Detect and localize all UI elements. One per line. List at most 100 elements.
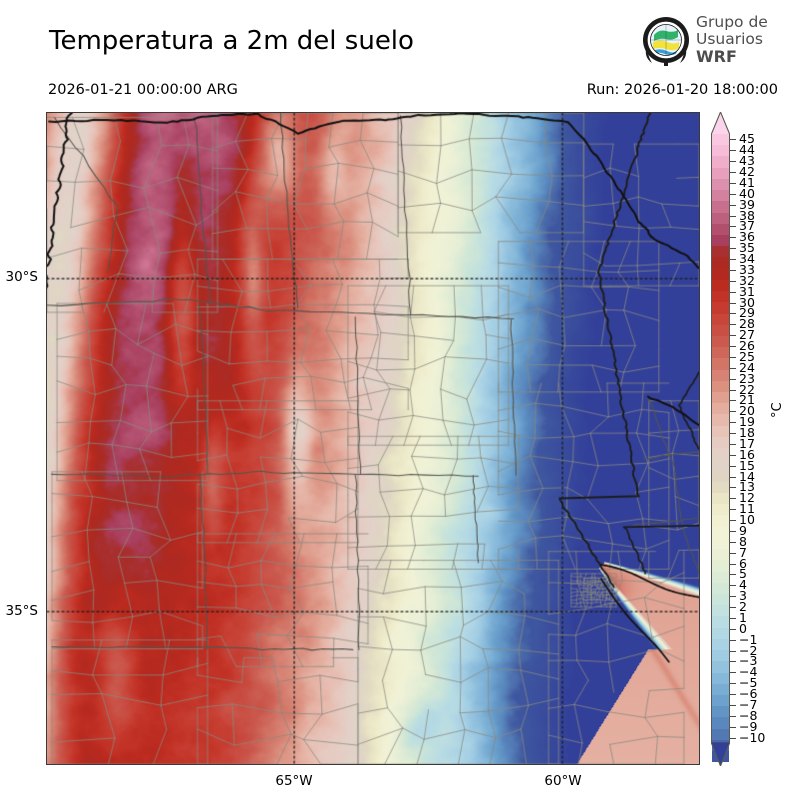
colorbar-segment (712, 526, 729, 538)
colorbar-tick (730, 617, 736, 619)
colorbar-tick-label: −9 (739, 718, 758, 734)
colorbar-tick (730, 487, 736, 489)
colorbar-tick-label: 30 (739, 294, 755, 310)
colorbar-tick (730, 563, 736, 565)
colorbar-tick-label: 14 (739, 468, 755, 484)
colorbar-tick-label: 33 (739, 261, 755, 277)
colorbar-tick (730, 530, 736, 532)
colorbar-segment (712, 380, 729, 393)
colorbar-tick-label: 11 (739, 500, 755, 516)
colorbar-segment (712, 335, 729, 348)
run-time-label: Run: 2026-01-20 18:00:00 (586, 82, 778, 98)
colorbar-tick (730, 193, 736, 195)
colorbar-tick (730, 335, 736, 337)
colorbar-tick-label: 3 (739, 587, 747, 603)
colorbar-segment (712, 694, 729, 707)
colorbar-tick-label: 7 (739, 544, 747, 560)
colorbar-unit-label: °C (770, 402, 785, 418)
colorbar-tick-label: 24 (739, 359, 755, 375)
colorbar-segment (712, 582, 729, 594)
colorbar-segment (712, 515, 729, 527)
colorbar-segment (712, 661, 729, 673)
colorbar-tick (730, 367, 736, 369)
colorbar-tick (730, 269, 736, 271)
colorbar-segment (712, 302, 729, 314)
colorbar-tick (730, 639, 736, 641)
colorbar[interactable]: 45 44 43 42 41 40 39 38 37 36 35 34 33 32 31 30 29 28 27 26… (711, 112, 765, 766)
colorbar-tick (730, 356, 736, 358)
colorbar-tick (730, 520, 736, 522)
colorbar-segment (712, 257, 729, 269)
colorbar-tick (730, 302, 736, 304)
colorbar-tick (730, 433, 736, 435)
colorbar-tick (730, 454, 736, 456)
colorbar-tick (730, 694, 736, 696)
colorbar-tick (730, 172, 736, 174)
colorbar-tick-label: 40 (739, 185, 755, 201)
colorbar-segment (712, 672, 729, 684)
wrf-user-group-logo: Grupo de Usuarios WRF (640, 14, 795, 70)
colorbar-segment (712, 313, 729, 325)
colorbar-tick-label: 23 (739, 370, 755, 386)
colorbar-tick (730, 650, 736, 652)
colorbar-tick-label: −2 (739, 642, 758, 658)
colorbar-segment (712, 134, 729, 146)
colorbar-segment (712, 145, 729, 157)
colorbar-segment (712, 616, 729, 628)
colorbar-tick-label: −6 (739, 685, 758, 701)
logo-line-3: WRF (696, 47, 737, 66)
colorbar-tick-label: 6 (739, 555, 747, 571)
colorbar-tick (730, 737, 736, 739)
colorbar-tick-label: 35 (739, 239, 755, 255)
colorbar-tick-label: 39 (739, 196, 755, 212)
colorbar-segment (712, 627, 729, 639)
colorbar-tick (730, 628, 736, 630)
colorbar-tick-label: 37 (739, 218, 755, 234)
colorbar-tick (730, 280, 736, 282)
colorbar-segment (712, 156, 729, 168)
colorbar-tick-label: 2 (739, 598, 747, 614)
colorbar-segment (712, 493, 729, 505)
colorbar-tick-label: 4 (739, 577, 747, 593)
lon-tick-label-60w: 60°W (544, 773, 582, 789)
temperature-raster (47, 113, 699, 764)
colorbar-tick-label: 31 (739, 283, 755, 299)
colorbar-segment (712, 459, 729, 471)
colorbar-tick-label: 42 (739, 163, 755, 179)
colorbar-tick-label: 25 (739, 348, 755, 364)
colorbar-tick-label: 18 (739, 424, 755, 440)
colorbar-cap-top-icon (711, 112, 730, 135)
colorbar-tick-label: 1 (739, 609, 747, 625)
colorbar-segment (712, 549, 729, 561)
colorbar-tick-label: 9 (739, 522, 747, 538)
colorbar-cap-bottom-icon (711, 742, 730, 766)
colorbar-tick (730, 411, 736, 413)
colorbar-tick (730, 552, 736, 554)
colorbar-segment (712, 605, 729, 617)
colorbar-segment (712, 212, 729, 224)
colorbar-segment (712, 403, 729, 415)
colorbar-tick (730, 324, 736, 326)
colorbar-tick (730, 443, 736, 445)
colorbar-tick-label: 43 (739, 152, 755, 168)
colorbar-tick-label: 12 (739, 490, 755, 506)
colorbar-tick (730, 465, 736, 467)
colorbar-tick-label: 15 (739, 457, 755, 473)
colorbar-tick-label: 36 (739, 229, 755, 245)
colorbar-tick-label: 16 (739, 446, 755, 462)
logo-text-block: Grupo de Usuarios WRF (696, 14, 768, 66)
colorbar-tick-label: 8 (739, 533, 747, 549)
colorbar-tick (730, 291, 736, 293)
colorbar-tick-label: −5 (739, 674, 758, 690)
colorbar-segment (712, 190, 729, 202)
lon-tick-label-65w: 65°W (275, 773, 313, 789)
colorbar-segment (712, 291, 729, 303)
colorbar-tick-label: 10 (739, 511, 755, 527)
colorbar-segment (712, 201, 729, 213)
colorbar-gradient (711, 134, 730, 763)
colorbar-tick-label: 38 (739, 207, 755, 223)
colorbar-tick-label: 5 (739, 566, 747, 582)
colorbar-tick-label: 29 (739, 305, 755, 321)
temperature-map[interactable] (46, 112, 700, 765)
colorbar-tick (730, 400, 736, 402)
